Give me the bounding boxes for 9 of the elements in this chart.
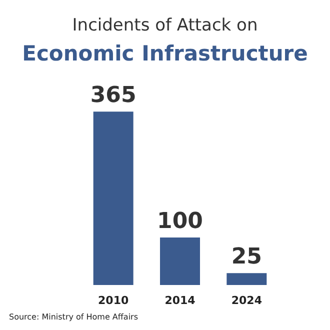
data-label: 25: [231, 244, 262, 270]
source-note: Source: Ministry of Home Affairs: [9, 312, 138, 322]
x-tick-label: 2024: [231, 294, 262, 307]
x-tick-label: 2010: [98, 294, 129, 307]
data-label: 365: [90, 83, 136, 108]
x-tick-label: 2014: [164, 294, 196, 307]
data-label: 100: [157, 209, 203, 234]
chart-subtitle: Economic Infrastructure: [22, 42, 308, 66]
chart-title: Incidents of Attack on: [72, 16, 258, 36]
